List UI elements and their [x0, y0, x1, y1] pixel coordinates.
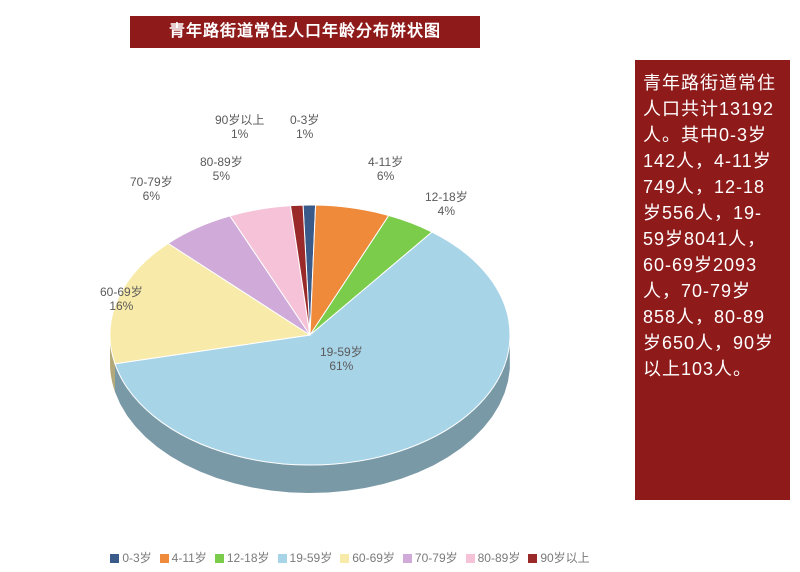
legend-swatch — [528, 554, 537, 563]
chart-title: 青年路街道常住人口年龄分布饼状图 — [130, 16, 480, 48]
pie-chart: 0-3岁1% 4-11岁6% 12-18岁4% 19-59岁61% 60-69岁16% 7… — [0, 55, 620, 515]
legend-label: 80-89岁 — [478, 551, 521, 565]
legend-label: 19-59岁 — [290, 551, 333, 565]
legend-item: 90岁以上 — [528, 549, 589, 566]
legend-swatch — [403, 554, 412, 563]
legend-item: 60-69岁 — [340, 549, 395, 566]
slice-label: 70-79岁6% — [130, 175, 173, 203]
summary-panel: 青年路街道常住人口共计13192人。其中0-3岁142人，4-11岁749人，1… — [635, 60, 790, 500]
legend-item: 4-11岁 — [160, 549, 207, 566]
slice-label: 80-89岁5% — [200, 155, 243, 183]
slice-label: 60-69岁16% — [100, 285, 143, 313]
legend-label: 4-11岁 — [172, 551, 207, 565]
legend-label: 90岁以上 — [540, 551, 589, 565]
legend-item: 19-59岁 — [278, 549, 333, 566]
legend-label: 60-69岁 — [352, 551, 395, 565]
legend-item: 70-79岁 — [403, 549, 458, 566]
slice-label: 19-59岁61% — [320, 345, 363, 373]
slice-label: 90岁以上1% — [215, 113, 264, 141]
legend-swatch — [160, 554, 169, 563]
legend-item: 80-89岁 — [466, 549, 521, 566]
legend-label: 70-79岁 — [415, 551, 458, 565]
legend-item: 12-18岁 — [215, 549, 270, 566]
slice-label: 4-11岁6% — [368, 155, 403, 183]
slice-label: 0-3岁1% — [290, 113, 319, 141]
chart-legend: 0-3岁 4-11岁 12-18岁 19-59岁 60-69岁 70-79岁 80-89岁 9… — [40, 549, 660, 566]
legend-swatch — [340, 554, 349, 563]
legend-item: 0-3岁 — [110, 549, 151, 566]
legend-swatch — [466, 554, 475, 563]
legend-swatch — [278, 554, 287, 563]
legend-label: 0-3岁 — [122, 551, 151, 565]
legend-swatch — [215, 554, 224, 563]
legend-label: 12-18岁 — [227, 551, 270, 565]
slice-label: 12-18岁4% — [425, 190, 468, 218]
legend-swatch — [110, 554, 119, 563]
